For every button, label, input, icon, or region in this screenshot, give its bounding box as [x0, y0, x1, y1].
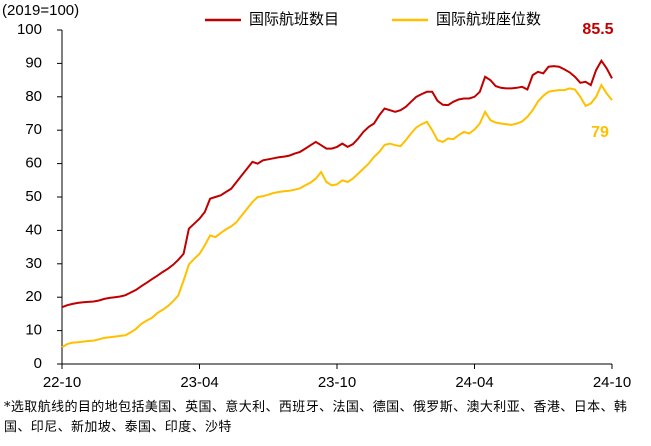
- x-tick-label: 23-10: [318, 374, 356, 391]
- legend-label: 国际航班数目: [249, 11, 339, 28]
- y-tick-label: 40: [25, 221, 42, 238]
- y-tick-label: 90: [25, 54, 42, 71]
- y-tick-label: 30: [25, 255, 42, 272]
- x-tick-label: 24-10: [593, 374, 631, 391]
- y-tick-label: 60: [25, 155, 42, 172]
- y-tick-label: 80: [25, 88, 42, 105]
- x-tick-label: 23-04: [180, 374, 218, 391]
- x-tick-label: 22-10: [43, 374, 81, 391]
- x-tick-label: 24-04: [455, 374, 493, 391]
- footnote: *选取航线的目的地包括美国、英国、意大利、西班牙、法国、德国、俄罗斯、澳大利亚、…: [4, 400, 628, 435]
- legend-label: 国际航班座位数: [436, 11, 541, 28]
- series-line: [61, 82, 613, 349]
- chart: (2019=100) 0 10 20 30 40 50 60 70 80 90 100 22-10 23…: [2, 2, 631, 391]
- y-tick-label: 10: [25, 322, 42, 339]
- y-tick-label: 70: [25, 121, 42, 138]
- end-value-label: 79: [591, 124, 609, 141]
- y-tick-label: 100: [17, 21, 42, 38]
- y-axis-label: (2019=100): [2, 2, 79, 19]
- y-tick-label: 50: [25, 188, 42, 205]
- end-value-label: 85.5: [582, 21, 613, 38]
- y-tick-label: 0: [34, 355, 42, 372]
- series-line: [61, 58, 613, 309]
- y-tick-label: 20: [25, 288, 42, 305]
